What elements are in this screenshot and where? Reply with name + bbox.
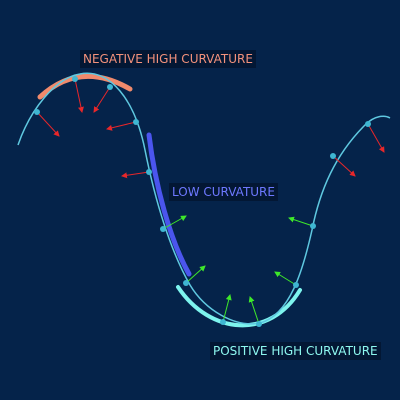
sample-point xyxy=(330,153,336,159)
sample-point xyxy=(183,280,189,286)
positive-normal-arrow xyxy=(162,215,187,230)
negative-normal-arrow xyxy=(121,171,150,179)
low-curvature-label: LOW CURVATURE xyxy=(169,183,278,201)
negative-high-curvature-label: NEGATIVE HIGH CURVATURE xyxy=(80,50,256,68)
positive-normal-arrow xyxy=(185,265,206,284)
negative-normal-arrows xyxy=(36,78,385,179)
negative-normal-arrow xyxy=(332,155,356,177)
sample-point xyxy=(146,169,152,175)
sample-point xyxy=(256,321,262,327)
positive-normal-arrow xyxy=(222,294,232,323)
sample-point xyxy=(293,282,299,288)
negative-normal-arrow xyxy=(367,123,385,153)
sample-point xyxy=(160,226,166,232)
sample-point xyxy=(72,76,78,82)
positive-curvature-highlight xyxy=(176,285,302,328)
positive-normal-arrows xyxy=(162,215,314,325)
positive-normal-arrow xyxy=(248,296,260,325)
sample-point xyxy=(34,109,40,115)
sample-point xyxy=(133,119,139,125)
curve xyxy=(17,72,391,325)
negative-normal-arrow xyxy=(74,78,84,113)
positive-normal-arrow xyxy=(288,216,314,227)
negative-normal-arrow xyxy=(36,111,60,137)
sample-points xyxy=(34,76,371,327)
low-curvature-highlight xyxy=(146,132,192,277)
negative-curvature-highlight xyxy=(37,73,133,100)
negative-normal-arrow xyxy=(93,86,111,113)
sample-point xyxy=(310,223,316,229)
sample-point xyxy=(365,121,371,127)
sample-point xyxy=(107,84,113,90)
positive-normal-arrow xyxy=(274,271,297,286)
sample-point xyxy=(220,319,226,325)
negative-normal-arrow xyxy=(106,121,137,131)
positive-high-curvature-label: POSITIVE HIGH CURVATURE xyxy=(210,342,381,360)
